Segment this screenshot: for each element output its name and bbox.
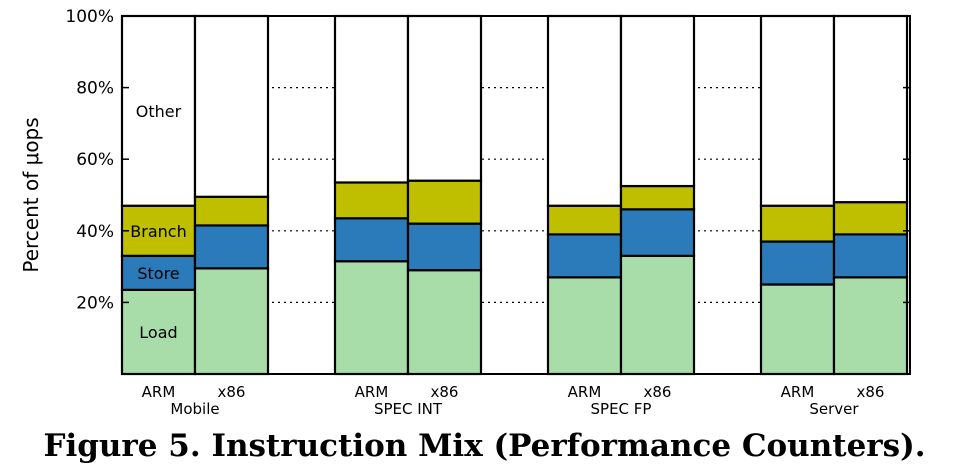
bar-segment-load	[333, 260, 410, 376]
bar-segment-branch	[832, 201, 909, 236]
bar-label: ARM	[142, 383, 176, 401]
bar-segment-load	[832, 276, 909, 376]
bar-segment-load	[619, 254, 696, 376]
bar-segment-store	[120, 254, 197, 291]
bar-segment-store	[619, 208, 696, 257]
group-label: Server	[809, 400, 859, 418]
group-label: SPEC INT	[374, 400, 443, 418]
bars-group	[120, 14, 909, 376]
bar-segment-branch	[333, 181, 410, 220]
bar-segment-branch	[193, 195, 270, 227]
bar-label: x86	[644, 383, 672, 401]
bar-segment-branch	[759, 204, 836, 243]
y-tick-label: 80%	[76, 79, 114, 99]
figure-caption: Figure 5. Instruction Mix (Performance C…	[43, 428, 926, 464]
bar-segment-store	[546, 233, 623, 279]
bar-label: ARM	[355, 383, 389, 401]
bar-label: x86	[218, 383, 246, 401]
bar-segment-other	[406, 14, 483, 182]
bar-segment-load	[406, 269, 483, 376]
group-label: Mobile	[170, 400, 219, 418]
bar-label: x86	[857, 383, 885, 401]
group-label: SPEC FP	[591, 400, 652, 418]
series-label: Branch	[130, 222, 186, 241]
bar-segment-other	[832, 14, 909, 204]
series-label: Other	[136, 102, 182, 121]
bar-segment-store	[193, 224, 270, 270]
bar-segment-branch	[619, 184, 696, 211]
bar-segment-store	[832, 233, 909, 279]
bar-segment-store	[759, 240, 836, 286]
series-label: Load	[139, 323, 177, 342]
bar-label: x86	[431, 383, 459, 401]
segment-labels: Load Store Branch Other	[130, 102, 186, 342]
series-label: Store	[137, 264, 179, 283]
instruction-mix-chart: Load Store Branch Other 20% 40% 60% 80% 100% AR…	[19, 7, 911, 418]
bar-segment-other	[193, 14, 270, 198]
bar-segment-store	[406, 222, 483, 272]
y-tick-label: 40%	[76, 222, 114, 242]
bar-segment-branch	[406, 179, 483, 225]
plot-frame	[121, 15, 911, 375]
y-ticks: 20% 40% 60% 80% 100%	[65, 7, 910, 313]
y-tick-label: 20%	[76, 293, 114, 313]
bar-segment-load	[546, 276, 623, 376]
bar-label: ARM	[781, 383, 815, 401]
bar-segment-other	[619, 14, 696, 188]
y-tick-label: 100%	[65, 7, 114, 27]
bar-segment-other	[546, 14, 623, 207]
bar-segment-load	[759, 283, 836, 376]
bar-segment-other	[333, 14, 410, 184]
bar-label: ARM	[568, 383, 602, 401]
bar-segment-store	[333, 217, 410, 263]
y-tick-label: 60%	[76, 150, 114, 170]
bar-segment-load	[193, 267, 270, 376]
bar-segment-branch	[546, 204, 623, 236]
bar-segment-other	[759, 14, 836, 207]
y-axis-label: Percent of μops	[19, 117, 43, 272]
